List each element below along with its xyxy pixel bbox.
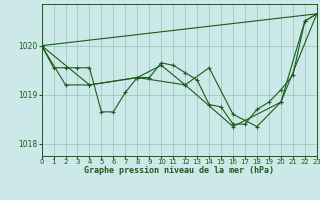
X-axis label: Graphe pression niveau de la mer (hPa): Graphe pression niveau de la mer (hPa): [84, 166, 274, 175]
